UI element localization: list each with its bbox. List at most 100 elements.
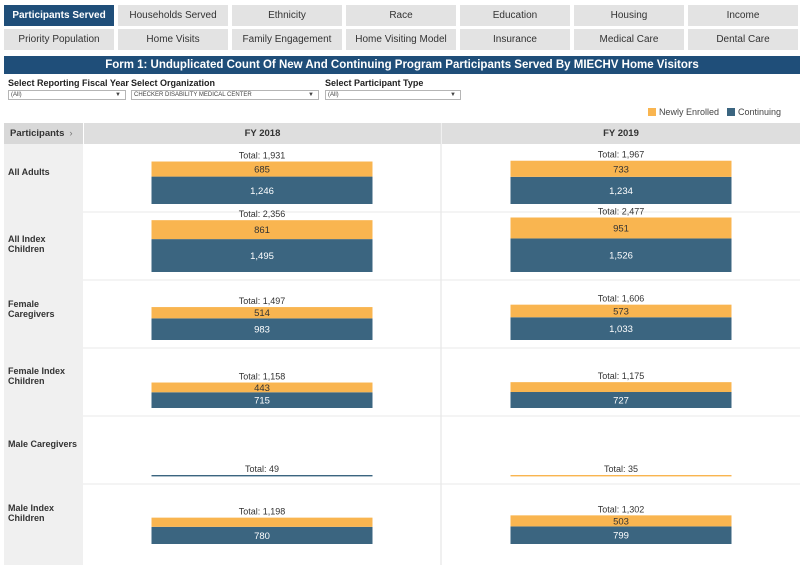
sort-icon[interactable]: › [69, 128, 73, 139]
legend-label-continuing: Continuing [737, 107, 781, 117]
participant-type-filter: Select Participant Type (All) ▼ [325, 78, 461, 100]
bar-continuing-all-index-children-fy-2019 [510, 238, 732, 272]
tab-households-served[interactable]: Households Served [118, 5, 228, 26]
legend-label-newly-enrolled: Newly Enrolled [658, 107, 719, 117]
tab-home-visiting-model[interactable]: Home Visiting Model [346, 29, 456, 50]
organization-filter: Select Organization CHECKER DISABILITY M… [131, 78, 319, 100]
legend-item-continuing[interactable]: Continuing [726, 107, 781, 117]
total-label-all-adults-fy-2019: Total: 1,967 [598, 150, 645, 160]
value-label-newly-enrolled-female-caregivers-fy-2018: 514 [254, 308, 270, 319]
page-title: Form 1: Unduplicated Count Of New And Co… [4, 56, 800, 74]
value-label-continuing-male-index-children-fy-2018: 780 [254, 531, 270, 542]
tab-race[interactable]: Race [346, 5, 456, 26]
bar-continuing-female-caregivers-fy-2018 [151, 318, 373, 340]
column-header-fy2018: FY 2018 [84, 123, 441, 144]
value-label-continuing-all-adults-fy-2018: 1,246 [250, 186, 274, 197]
bar-continuing-female-index-children-fy-2018 [151, 392, 373, 408]
bar-continuing-male-index-children-fy-2019 [510, 526, 732, 544]
total-label-male-caregivers-fy-2019: Total: 35 [604, 464, 638, 474]
row-label-all-index-children: All Index Children [8, 234, 46, 254]
row-label-male-caregivers: Male Caregivers [8, 439, 78, 449]
tab-family-engagement[interactable]: Family Engagement [232, 29, 342, 50]
tab-medical-care[interactable]: Medical Care [574, 29, 684, 50]
tab-priority-population[interactable]: Priority Population [4, 29, 114, 50]
bar-newly-enrolled-all-index-children-fy-2018 [151, 220, 373, 240]
total-label-male-caregivers-fy-2018: Total: 49 [245, 464, 279, 474]
chart-legend: Newly Enrolled Continuing [644, 107, 781, 117]
fiscal-year-value: (All) [11, 92, 22, 98]
tab-insurance[interactable]: Insurance [460, 29, 570, 50]
column-header-fy2019: FY 2019 [442, 123, 800, 144]
value-label-newly-enrolled-male-index-children-fy-2019: 503 [613, 516, 629, 527]
bar-continuing-male-index-children-fy-2018 [151, 526, 373, 544]
value-label-continuing-female-caregivers-fy-2019: 1,033 [609, 324, 633, 335]
fiscal-year-filter: Select Reporting Fiscal Year (All) ▼ [8, 78, 129, 100]
fiscal-year-label: Select Reporting Fiscal Year [8, 78, 129, 88]
tab-row-secondary: Priority Population Home Visits Family Eng… [4, 29, 798, 50]
stacked-bar-chart: 1,246 685 Total: 1,931 1,495 861 Total: 2,356… [83, 123, 800, 565]
bar-newly-enrolled-female-caregivers-fy-2018 [151, 307, 373, 319]
tab-home-visits[interactable]: Home Visits [118, 29, 228, 50]
tab-housing[interactable]: Housing [574, 5, 684, 26]
value-label-newly-enrolled-all-adults-fy-2019: 733 [613, 164, 629, 175]
total-label-female-caregivers-fy-2018: Total: 1,497 [239, 296, 286, 306]
bar-total-male-caregivers-fy-2018 [151, 475, 373, 477]
bar-continuing-all-adults-fy-2018 [151, 176, 373, 204]
bar-newly-enrolled-all-adults-fy-2019 [510, 160, 732, 177]
tab-education[interactable]: Education [460, 5, 570, 26]
value-label-continuing-female-index-children-fy-2019: 727 [613, 396, 629, 407]
participant-type-select[interactable]: (All) ▼ [325, 90, 461, 100]
value-label-continuing-female-caregivers-fy-2018: 983 [254, 325, 270, 336]
total-label-female-caregivers-fy-2019: Total: 1,606 [598, 294, 645, 304]
organization-value: CHECKER DISABILITY MEDICAL CENTER [134, 92, 252, 98]
value-label-newly-enrolled-all-index-children-fy-2018: 861 [254, 225, 270, 236]
value-label-continuing-all-index-children-fy-2018: 1,495 [250, 251, 274, 262]
total-label-all-adults-fy-2018: Total: 1,931 [239, 151, 286, 161]
bar-continuing-female-caregivers-fy-2019 [510, 317, 732, 340]
bar-newly-enrolled-all-adults-fy-2018 [151, 161, 373, 177]
organization-label: Select Organization [131, 78, 216, 88]
participant-type-value: (All) [328, 92, 339, 98]
row-header[interactable]: Participants › [4, 123, 83, 144]
row-label-all-adults: All Adults [8, 167, 50, 177]
bar-newly-enrolled-female-caregivers-fy-2019 [510, 304, 732, 318]
fiscal-year-select[interactable]: (All) ▼ [8, 90, 126, 100]
legend-item-newly-enrolled[interactable]: Newly Enrolled [647, 107, 719, 117]
participant-type-label: Select Participant Type [325, 78, 424, 88]
total-label-male-index-children-fy-2018: Total: 1,198 [239, 507, 286, 517]
bar-newly-enrolled-male-index-children-fy-2019 [510, 515, 732, 527]
bar-total-male-caregivers-fy-2019 [510, 475, 732, 477]
value-label-continuing-all-index-children-fy-2019: 1,526 [609, 251, 633, 262]
total-label-male-index-children-fy-2019: Total: 1,302 [598, 504, 645, 514]
tab-ethnicity[interactable]: Ethnicity [232, 5, 342, 26]
organization-select[interactable]: CHECKER DISABILITY MEDICAL CENTER ▼ [131, 90, 319, 100]
bar-newly-enrolled-female-index-children-fy-2018 [151, 382, 373, 393]
tab-dental-care[interactable]: Dental Care [688, 29, 798, 50]
chevron-down-icon: ▼ [450, 92, 456, 98]
row-labels: All Adults All Index Children Female Careg… [4, 144, 83, 565]
tab-income[interactable]: Income [688, 5, 798, 26]
value-label-continuing-male-index-children-fy-2019: 799 [613, 531, 629, 542]
row-label-female-index-children: Female Index Children [8, 366, 66, 386]
chevron-down-icon: ▼ [115, 92, 121, 98]
tab-participants-served[interactable]: Participants Served [4, 5, 114, 26]
bar-newly-enrolled-female-index-children-fy-2019 [510, 382, 732, 393]
legend-swatch-newly-enrolled [647, 108, 656, 116]
bar-continuing-all-index-children-fy-2018 [151, 239, 373, 272]
value-label-continuing-female-index-children-fy-2018: 715 [254, 396, 270, 407]
value-label-continuing-all-adults-fy-2019: 1,234 [609, 186, 633, 197]
row-label-male-index-children: Male Index Children [8, 503, 55, 523]
bar-continuing-all-adults-fy-2019 [510, 176, 732, 204]
total-label-all-index-children-fy-2018: Total: 2,356 [239, 209, 286, 219]
value-label-newly-enrolled-all-index-children-fy-2019: 951 [613, 223, 629, 234]
bar-newly-enrolled-all-index-children-fy-2019 [510, 217, 732, 239]
legend-swatch-continuing [726, 108, 735, 116]
row-header-label: Participants [10, 128, 65, 139]
total-label-female-index-children-fy-2019: Total: 1,175 [598, 371, 645, 381]
value-label-newly-enrolled-female-index-children-fy-2018: 443 [254, 383, 270, 394]
value-label-newly-enrolled-all-adults-fy-2018: 685 [254, 165, 270, 176]
bar-newly-enrolled-male-index-children-fy-2018 [151, 517, 373, 527]
total-label-all-index-children-fy-2019: Total: 2,477 [598, 207, 645, 217]
value-label-newly-enrolled-female-caregivers-fy-2019: 573 [613, 306, 629, 317]
bar-continuing-female-index-children-fy-2019 [510, 392, 732, 408]
